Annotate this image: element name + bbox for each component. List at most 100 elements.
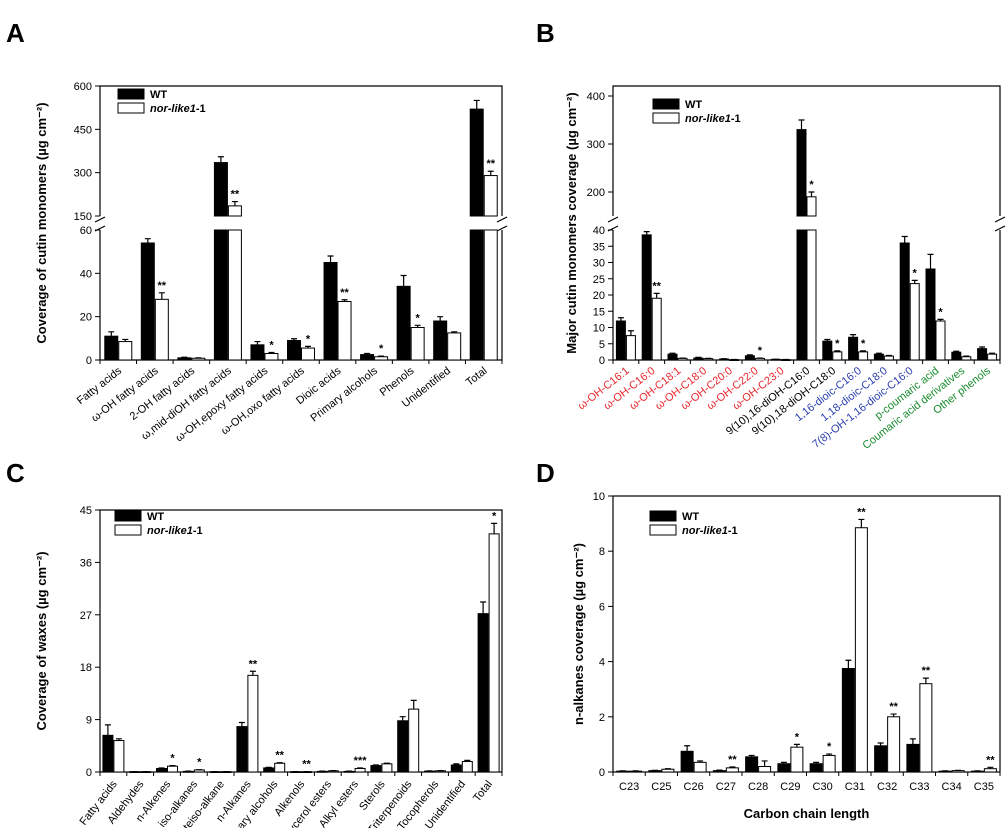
legend-label-mutant: nor-like1-1	[147, 525, 203, 537]
significance-label: *	[795, 731, 800, 743]
category-label: C26	[684, 781, 704, 793]
error-bar	[845, 659, 852, 669]
legend-label-mutant-suffix: -1	[731, 113, 741, 125]
error-bar	[824, 338, 831, 342]
bar-wt	[796, 229, 807, 361]
panel-D: Dn-alkanes coverage (µg cm⁻²)0246810****…	[536, 458, 1001, 821]
y-tick-label: 10	[593, 323, 605, 335]
bar-wt	[370, 765, 382, 773]
error-bar	[909, 738, 916, 745]
y-tick-label: 60	[80, 225, 92, 237]
y-tick-label: 0	[86, 355, 92, 367]
y-axis-label: Major cutin monomers coverage (µg cm⁻²)	[564, 92, 579, 353]
legend-label-mutant: nor-like1-1	[685, 113, 741, 125]
bar-wt	[140, 242, 155, 361]
y-tick-label: 0	[599, 767, 605, 779]
bar-mutant	[883, 355, 894, 361]
y-tick-label: 8	[599, 546, 605, 558]
bar-wt	[822, 340, 833, 361]
error-bar	[979, 346, 986, 349]
bar-wt	[469, 229, 484, 361]
error-bar	[144, 238, 151, 243]
error-bar	[729, 766, 736, 768]
bar-mutant	[410, 327, 425, 361]
significance-label: **	[249, 658, 258, 670]
y-tick-label: 10	[593, 491, 605, 503]
error-bar	[953, 350, 960, 353]
error-bar	[927, 253, 934, 269]
bar-mutant	[661, 768, 675, 773]
axis-break-mark	[496, 216, 508, 232]
y-tick-label: 5	[599, 339, 605, 351]
bar-mutant	[461, 761, 473, 773]
bar-mutant	[374, 356, 389, 361]
bar-wt	[809, 763, 823, 773]
error-bar	[664, 768, 671, 770]
error-bar	[890, 713, 897, 717]
panel-A: A Coverage of cutin monomers (µg cm⁻²) 0 20…	[6, 18, 508, 444]
y-tick-label: 4	[599, 657, 605, 669]
error-bar	[813, 761, 820, 764]
significance-label: **	[486, 158, 495, 170]
bar-wt	[177, 357, 192, 361]
error-bar	[627, 330, 634, 336]
error-bar	[808, 191, 815, 197]
category-label: C28	[748, 781, 768, 793]
bar-mutant	[935, 320, 946, 361]
error-bar	[217, 156, 224, 163]
category-label: C29	[780, 781, 800, 793]
bar-wt	[477, 613, 489, 773]
bar-wt	[396, 285, 411, 361]
legend-swatch-wt	[114, 510, 142, 522]
category-label: C27	[716, 781, 736, 793]
y-tick-label: 40	[80, 268, 92, 280]
bar-mutant-upper	[806, 196, 817, 217]
bar-mutant	[625, 335, 636, 361]
bar-mutant	[247, 674, 259, 773]
significance-label: **	[158, 280, 167, 292]
error-bar	[268, 351, 275, 354]
y-tick-label: 15	[593, 306, 605, 318]
axis-frame-upper	[612, 85, 1001, 216]
legend-label-wt: WT	[682, 511, 699, 523]
bar-mutant	[483, 229, 498, 361]
y-tick-label: 0	[599, 355, 605, 367]
bar-wt	[102, 734, 114, 773]
bar-wt	[450, 764, 462, 773]
error-bar	[834, 350, 841, 352]
significance-label: **	[857, 506, 866, 518]
significance-label: *	[827, 741, 832, 753]
bar-mutant	[118, 341, 133, 361]
bar-mutant	[822, 754, 836, 773]
bar-wt	[777, 763, 791, 773]
y-tick-label: 35	[593, 241, 605, 253]
bar-wt	[951, 351, 962, 361]
error-bar	[877, 742, 884, 746]
error-bar	[341, 299, 348, 302]
legend-label-mutant-name: nor-like1	[685, 113, 731, 125]
bar-wt	[615, 320, 626, 361]
bar-mutant	[858, 351, 869, 361]
error-bar	[860, 350, 867, 352]
error-bar	[473, 99, 480, 110]
error-bar	[372, 764, 379, 766]
bar-wt	[745, 756, 759, 773]
legend-swatch-wt	[649, 510, 677, 522]
error-bar	[453, 763, 460, 766]
panel-label: B	[536, 18, 555, 48]
panel-label: D	[536, 458, 555, 488]
bar-mutant	[113, 740, 125, 773]
bar-mutant-upper	[483, 175, 498, 217]
y-tick-label: 200	[587, 187, 605, 199]
bar-mutant	[274, 762, 286, 773]
category-label: C23	[619, 781, 639, 793]
error-bar	[249, 670, 256, 676]
legend-label-mutant-name: nor-like1	[147, 525, 193, 537]
error-bar	[989, 352, 996, 355]
bar-wt	[873, 353, 884, 361]
bar-wt	[287, 340, 301, 361]
bar-wt	[712, 770, 726, 773]
legend-swatch-wt	[117, 88, 145, 100]
error-bar	[911, 279, 918, 284]
